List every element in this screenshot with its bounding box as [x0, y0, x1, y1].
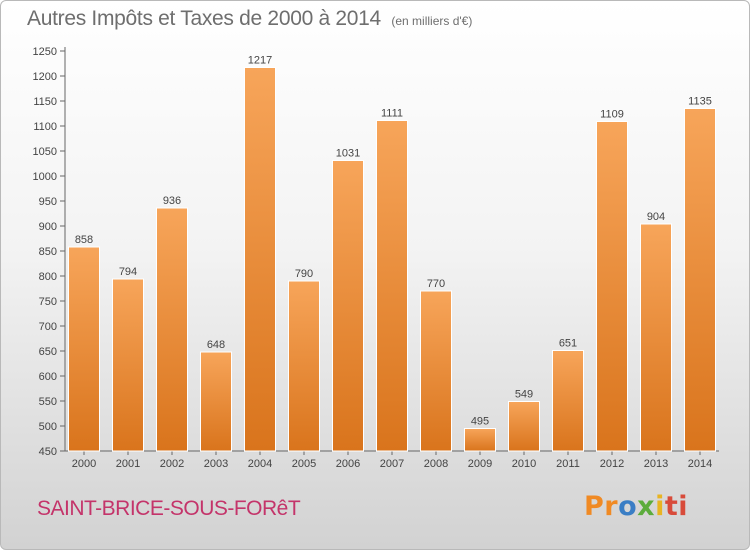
y-tick-label: 500 — [39, 421, 57, 433]
data-label: 790 — [295, 268, 313, 280]
bar — [376, 120, 408, 452]
data-label: 1109 — [600, 109, 624, 121]
x-tick-label: 2014 — [688, 458, 712, 470]
bar — [68, 246, 100, 452]
data-label: 495 — [471, 416, 489, 428]
y-tick-label: 1050 — [33, 146, 57, 158]
bar — [596, 121, 628, 452]
chart-subtitle: (en milliers d'€) — [391, 14, 473, 28]
x-tick-label: 2009 — [468, 458, 492, 470]
data-label: 904 — [647, 211, 665, 223]
y-tick-label: 550 — [39, 396, 57, 408]
bars — [68, 67, 716, 452]
y-tick-label: 1100 — [33, 121, 57, 133]
y-tick-label: 850 — [39, 246, 57, 258]
logo-part: Pr — [584, 491, 619, 522]
x-tick-label: 2005 — [292, 458, 316, 470]
data-label: 1031 — [336, 148, 360, 160]
data-label: 936 — [163, 195, 181, 207]
bar — [684, 108, 716, 452]
x-tick-label: 2010 — [512, 458, 536, 470]
logo-part: ti — [664, 491, 689, 522]
y-tick-label: 1250 — [33, 46, 57, 58]
chart-title: Autres Impôts et Taxes de 2000 à 2014 — [27, 7, 381, 30]
bar — [288, 280, 320, 452]
y-tick-label: 700 — [39, 321, 57, 333]
logo-part: o — [618, 491, 638, 522]
y-tick-label: 650 — [39, 346, 57, 358]
logo-part: x — [637, 491, 656, 522]
y-tick-label: 950 — [39, 196, 57, 208]
data-label: 770 — [427, 278, 445, 290]
x-tick-label: 2012 — [600, 458, 624, 470]
bar — [244, 67, 276, 452]
data-label: 858 — [75, 234, 93, 246]
x-tick-label: 2013 — [644, 458, 668, 470]
bar — [464, 428, 496, 452]
data-label: 1135 — [688, 96, 712, 108]
bar — [508, 401, 540, 452]
data-label: 549 — [515, 389, 533, 401]
y-tick-label: 600 — [39, 371, 57, 383]
data-label: 1217 — [248, 55, 272, 67]
y-tick-label: 450 — [39, 446, 57, 458]
commune-name: SAINT-BRICE-SOUS-FORêT — [37, 497, 301, 520]
data-label: 1111 — [381, 108, 403, 120]
bar — [200, 351, 232, 452]
y-tick-label: 750 — [39, 296, 57, 308]
bar — [552, 350, 584, 452]
y-tick-label: 1000 — [33, 171, 57, 183]
x-tick-label: 2000 — [72, 458, 96, 470]
data-label: 648 — [207, 339, 225, 351]
bar — [420, 290, 452, 452]
x-tick-label: 2002 — [160, 458, 184, 470]
y-tick-label: 1200 — [33, 71, 57, 83]
bar — [640, 223, 672, 452]
x-tick-label: 2011 — [556, 458, 580, 470]
x-tick-label: 2004 — [248, 458, 272, 470]
x-tick-label: 2007 — [380, 458, 404, 470]
proxiti-logo[interactable]: Proxiti — [584, 491, 688, 522]
y-tick-label: 1150 — [33, 96, 57, 108]
x-tick-label: 2006 — [336, 458, 360, 470]
y-tick-label: 900 — [39, 221, 57, 233]
x-tick-label: 2003 — [204, 458, 228, 470]
data-label: 794 — [119, 266, 137, 278]
logo-part: i — [655, 491, 665, 522]
title-row: Autres Impôts et Taxes de 2000 à 2014 (e… — [27, 7, 472, 31]
bar — [332, 160, 364, 452]
bar — [156, 207, 188, 452]
y-tick-label: 800 — [39, 271, 57, 283]
x-tick-label: 2001 — [116, 458, 140, 470]
bar — [112, 278, 144, 452]
x-tick-label: 2008 — [424, 458, 448, 470]
labels: 858 2000 794 2001 936 2002 648 2003 1217 2004 790 2… — [72, 55, 712, 471]
data-label: 651 — [559, 338, 577, 350]
